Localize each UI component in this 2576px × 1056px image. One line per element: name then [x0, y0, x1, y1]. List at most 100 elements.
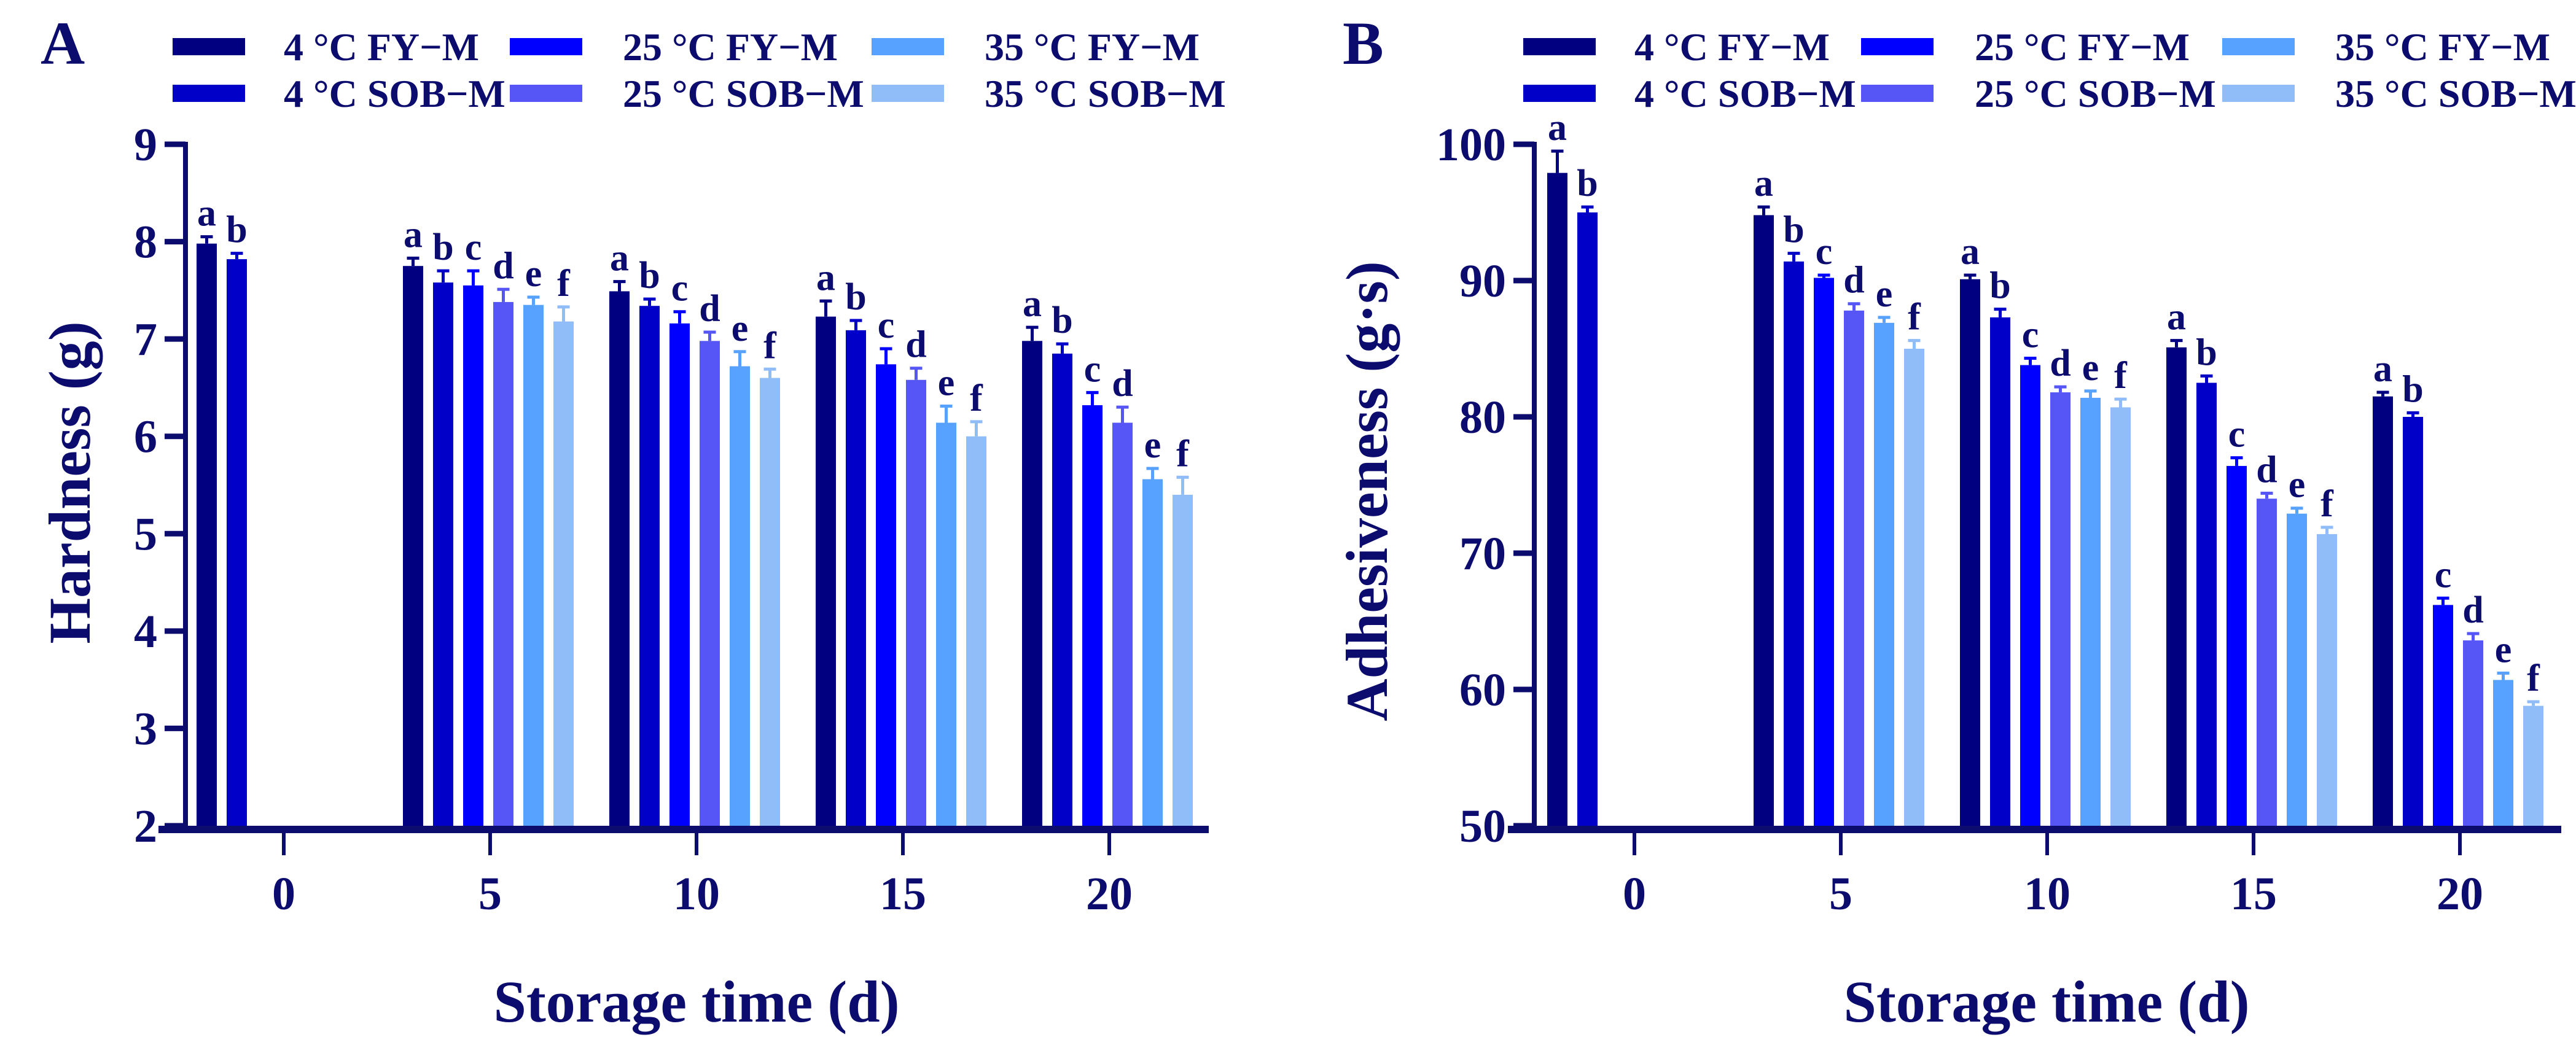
y-tick-label: 90	[1459, 255, 1506, 307]
legend-label: 35 °C FY−M	[2335, 25, 2550, 69]
legend-label: 25 °C FY−M	[1975, 25, 2190, 69]
legend-swatch	[872, 85, 944, 102]
significance-letter: c	[878, 305, 895, 346]
significance-letter: c	[671, 268, 689, 309]
bar	[1547, 173, 1567, 826]
significance-letter: a	[1754, 163, 1773, 204]
y-axis-title: Adhesiveness (g·s)	[1334, 261, 1400, 721]
legend-swatch	[2222, 38, 2295, 55]
significance-letter: f	[763, 325, 777, 367]
legend-label: 25 °C SOB−M	[623, 72, 864, 115]
bar	[2463, 640, 2483, 826]
significance-letter: b	[639, 255, 660, 297]
significance-letter: d	[1843, 260, 1864, 301]
bar	[1082, 405, 1103, 826]
bar	[2403, 417, 2423, 826]
significance-letter: e	[2289, 464, 2306, 506]
legend-swatch	[1861, 38, 1934, 55]
bar	[463, 285, 483, 826]
y-tick-label: 9	[134, 119, 157, 171]
legend-label: 4 °C FY−M	[284, 25, 479, 69]
bar	[2020, 365, 2040, 826]
bar	[876, 364, 896, 826]
bar	[197, 243, 217, 826]
x-axis-title: Storage time (d)	[493, 969, 899, 1035]
legend-label: 4 °C FY−M	[1634, 25, 1830, 69]
significance-letter: e	[1876, 273, 1893, 315]
bar	[1754, 215, 1774, 826]
y-tick-label: 70	[1459, 528, 1506, 580]
significance-letter: f	[2114, 355, 2128, 397]
significance-letter: d	[1112, 363, 1133, 405]
significance-letter: d	[2256, 449, 2277, 491]
bar	[493, 301, 513, 826]
bar	[1960, 279, 1980, 826]
x-tick-label: 20	[1086, 868, 1133, 920]
significance-letter: a	[816, 257, 835, 298]
bar	[1112, 422, 1133, 826]
significance-letter: a	[1961, 231, 1980, 273]
significance-letter: b	[226, 209, 247, 251]
significance-letter: b	[432, 227, 453, 268]
significance-letter: b	[1052, 300, 1072, 341]
legend-label: 35 °C FY−M	[985, 25, 1200, 69]
significance-letter: d	[2050, 343, 2071, 384]
bar	[553, 321, 574, 826]
bar	[2287, 513, 2307, 826]
legend-label: 4 °C SOB−M	[1634, 72, 1856, 115]
significance-letter: e	[938, 362, 955, 404]
bar	[2493, 680, 2513, 826]
significance-letter: d	[2462, 589, 2483, 631]
x-axis-title: Storage time (d)	[1843, 969, 2249, 1035]
bar	[1990, 317, 2010, 826]
significance-letter: a	[610, 238, 629, 279]
bar	[846, 330, 866, 826]
bar	[730, 366, 750, 826]
x-tick-label: 10	[2024, 868, 2071, 920]
x-tick-label: 15	[880, 868, 926, 920]
bar	[700, 341, 720, 826]
significance-letter: b	[1989, 265, 2010, 307]
significance-letter: f	[970, 378, 983, 419]
bar	[1874, 322, 1894, 826]
legend-swatch	[1523, 38, 1596, 55]
y-axis-title: Hardness (g)	[37, 321, 103, 643]
legend-swatch	[173, 85, 245, 102]
bar	[523, 305, 544, 826]
legend-label: 25 °C FY−M	[623, 25, 838, 69]
y-tick-label: 5	[134, 508, 157, 560]
significance-letter: c	[2228, 414, 2246, 456]
bar	[2257, 499, 2277, 826]
significance-letter: b	[2196, 332, 2217, 373]
bar	[609, 291, 630, 826]
legend-swatch	[510, 85, 582, 102]
bar	[1904, 349, 1924, 826]
bar	[639, 306, 660, 826]
significance-letter: c	[2022, 314, 2039, 356]
legend-label: 35 °C SOB−M	[985, 72, 1226, 115]
y-tick-label: 50	[1459, 801, 1506, 852]
y-tick-label: 80	[1459, 392, 1506, 443]
significance-letter: f	[2527, 658, 2540, 699]
y-tick-label: 4	[134, 606, 157, 658]
significance-letter: c	[2435, 554, 2452, 596]
y-tick-label: 2	[134, 801, 157, 852]
bar	[1814, 278, 1834, 826]
bar	[1577, 212, 1598, 826]
panel-label: B	[1343, 9, 1384, 77]
x-tick-label: 5	[478, 868, 502, 920]
y-tick-label: 7	[134, 314, 157, 365]
significance-letter: b	[1577, 163, 1598, 204]
bar	[2166, 347, 2187, 826]
bar	[966, 436, 986, 826]
significance-letter: a	[2373, 348, 2392, 390]
significance-letter: e	[1144, 424, 1161, 466]
panel-a-hardness-chart: A Hardness (g) Storage time (d) 4 °C FY−…	[37, 9, 1226, 1035]
legend-label: 4 °C SOB−M	[284, 72, 505, 115]
bar	[906, 379, 926, 826]
significance-letter: b	[2402, 368, 2423, 410]
significance-letter: f	[1908, 297, 1921, 338]
legend-swatch	[1861, 85, 1934, 102]
y-tick-label: 60	[1459, 664, 1506, 716]
